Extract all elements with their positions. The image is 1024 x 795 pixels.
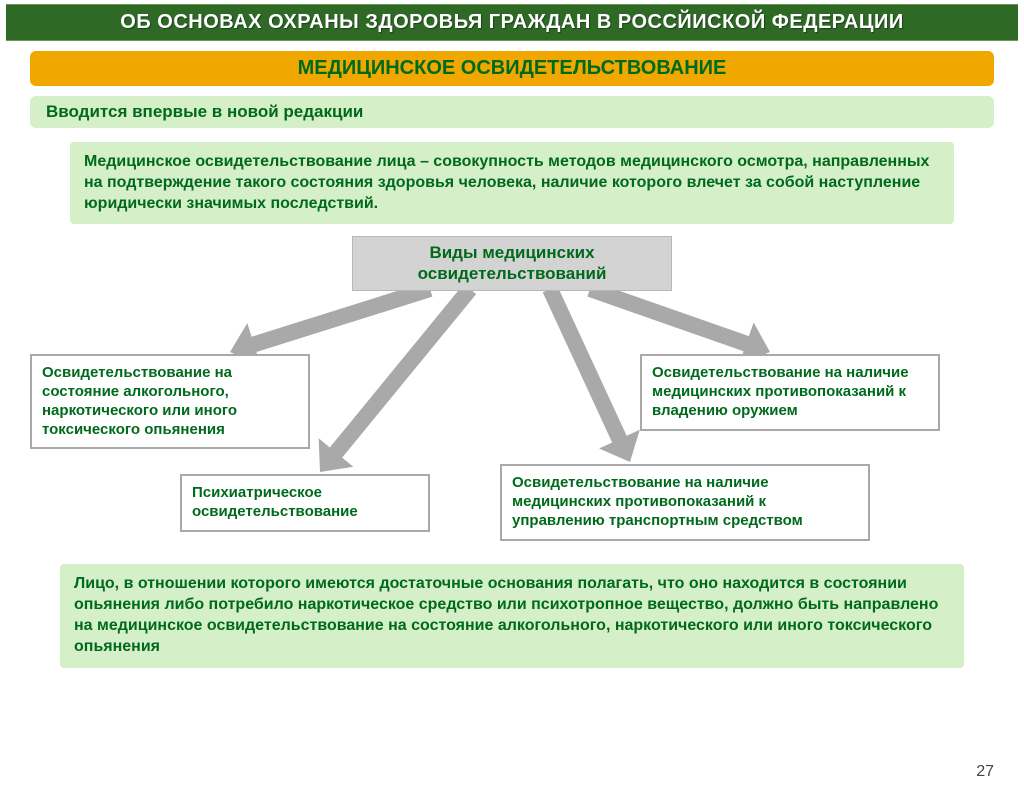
page-header: ОБ ОСНОВАХ ОХРАНЫ ЗДОРОВЬЯ ГРАЖДАН В РОС… [6, 4, 1018, 41]
sub-header-title: МЕДИЦИНСКОЕ ОСВИДЕТЕЛЬСТВОВАНИЕ [298, 57, 727, 79]
leaf-transport-label: Освидетельствование на наличие медицинск… [512, 474, 803, 529]
leaf-psych-label: Психиатрическое освидетельствование [192, 484, 358, 520]
leaf-weapon: Освидетельствование на наличие медицинск… [640, 354, 940, 430]
footer-box: Лицо, в отношении которого имеются доста… [60, 564, 964, 667]
leaf-alcohol: Освидетельствование на состояние алкогол… [30, 354, 310, 449]
definition-text: Медицинское освидетельствование лица – с… [84, 153, 929, 212]
diagram-area: Виды медицинских освидетельствований Осв… [30, 224, 994, 554]
page-number: 27 [976, 763, 994, 781]
header-title: ОБ ОСНОВАХ ОХРАНЫ ЗДОРОВЬЯ ГРАЖДАН В РОС… [120, 11, 903, 33]
diagram-root-label: Виды медицинских освидетельствований [418, 243, 607, 282]
leaf-weapon-label: Освидетельствование на наличие медицинск… [652, 364, 909, 419]
footer-text: Лицо, в отношении которого имеются доста… [74, 575, 938, 654]
sub-header: МЕДИЦИНСКОЕ ОСВИДЕТЕЛЬСТВОВАНИЕ [30, 51, 994, 86]
intro-text: Вводится впервые в новой редакции [46, 102, 363, 121]
diagram-root: Виды медицинских освидетельствований [352, 236, 672, 291]
leaf-transport: Освидетельствование на наличие медицинск… [500, 464, 870, 540]
leaf-alcohol-label: Освидетельствование на состояние алкогол… [42, 364, 237, 437]
leaf-psych: Психиатрическое освидетельствование [180, 474, 430, 532]
intro-bar: Вводится впервые в новой редакции [30, 96, 994, 128]
definition-box: Медицинское освидетельствование лица – с… [70, 142, 954, 224]
